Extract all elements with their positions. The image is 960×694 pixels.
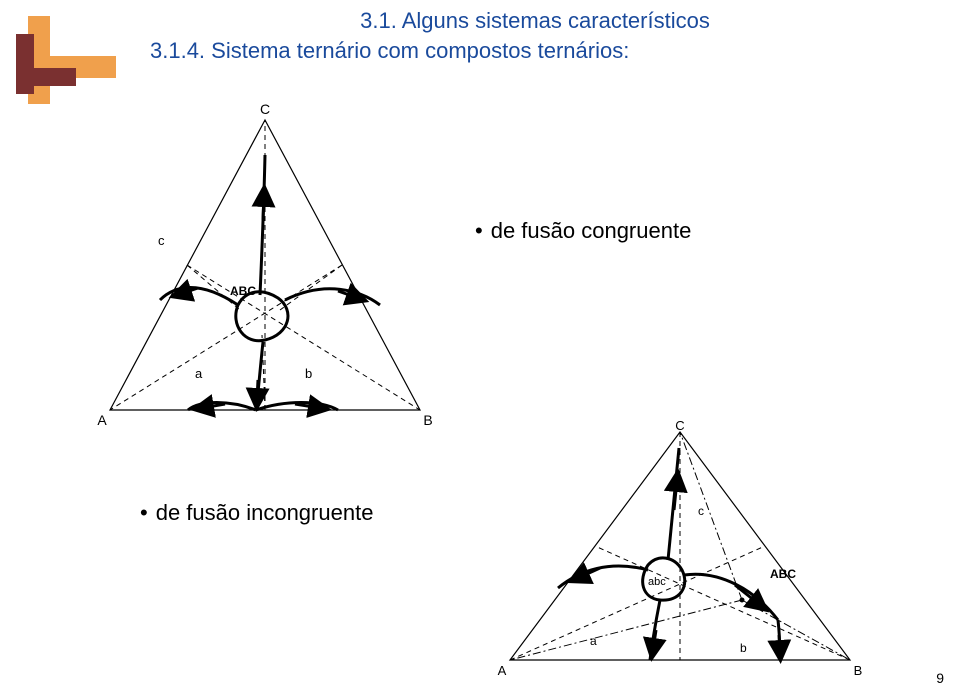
heading: 3.1. Alguns sistemas característicos 3.1… [150,8,920,64]
heading-line-2: 3.1.4. Sistema ternário com compostos te… [150,38,920,64]
heading-line-1: 3.1. Alguns sistemas característicos [150,8,920,34]
page-number: 9 [936,670,944,686]
bullet-incongruente: • de fusão incongruente [140,500,373,526]
bullet-text: de fusão congruente [491,218,692,243]
svg-text:a: a [195,366,203,381]
svg-text:A: A [97,412,107,428]
svg-text:b: b [305,366,312,381]
bullet-text: de fusão incongruente [156,500,374,525]
bullet-congruente: • de fusão congruente [475,218,691,244]
svg-text:c: c [698,504,704,518]
bullet-dot-icon: • [475,218,483,243]
bullet-dot-icon: • [140,500,148,525]
svg-text:C: C [675,420,684,433]
svg-text:c: c [158,233,165,248]
svg-text:A: A [498,663,507,678]
svg-text:C: C [260,101,270,117]
svg-text:B: B [854,663,863,678]
svg-text:abc: abc [648,576,666,588]
svg-text:b: b [740,641,747,655]
slide: { "heading": { "line1": "3.1. Alguns sis… [0,0,960,694]
figure-incongruent: C A B c a b abc ABC [480,420,880,680]
svg-text:ABC: ABC [770,567,796,581]
svg-text:a: a [590,634,597,648]
figure-congruent: C A B c a b ABC [80,100,450,440]
svg-text:ABC: ABC [230,284,256,298]
svg-text:B: B [423,412,432,428]
